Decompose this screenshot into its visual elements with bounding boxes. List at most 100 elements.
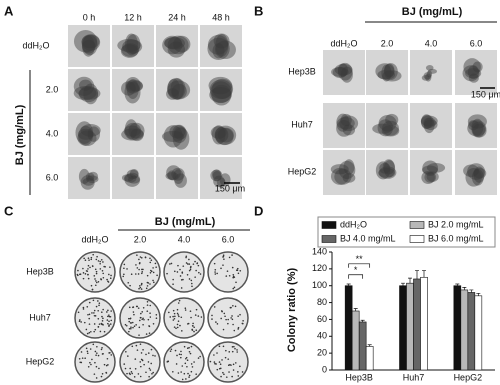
colony <box>139 319 141 322</box>
spheroid <box>169 124 186 139</box>
colony <box>184 357 187 360</box>
spheroid <box>336 116 355 130</box>
colony <box>182 265 185 267</box>
colony <box>199 273 202 275</box>
colony <box>197 264 200 267</box>
colony <box>153 281 155 284</box>
spheroid <box>80 123 101 137</box>
spheroid <box>161 130 185 142</box>
spheroid <box>473 168 487 179</box>
y-tick-label: 100 <box>312 280 327 290</box>
colony <box>237 375 240 377</box>
spheroid <box>468 73 479 83</box>
significance-label: * <box>354 265 358 275</box>
colony <box>145 333 148 335</box>
colony <box>131 321 134 324</box>
row-label: Huh7 <box>291 119 313 129</box>
culture-plate <box>163 341 205 383</box>
colony <box>108 273 110 276</box>
colony <box>90 330 92 333</box>
colony <box>88 259 90 261</box>
spheroid <box>73 86 97 101</box>
error-bar <box>455 283 460 286</box>
spheroid <box>213 175 225 187</box>
colony <box>141 359 144 361</box>
spheroid <box>340 113 352 127</box>
colony <box>225 349 227 352</box>
colony <box>95 305 98 308</box>
colony <box>232 287 235 290</box>
spheroid <box>85 172 95 181</box>
colony <box>134 273 137 275</box>
group-label: BJ (mg/mL) <box>155 216 216 228</box>
colony <box>87 257 90 259</box>
colony <box>174 270 176 273</box>
group-label: BJ (mg/mL) <box>402 6 463 18</box>
bar <box>365 346 374 371</box>
colony <box>177 372 180 374</box>
colony <box>138 326 141 329</box>
colony <box>145 371 147 374</box>
colony <box>107 281 110 283</box>
colony <box>93 312 95 314</box>
colony <box>138 268 140 271</box>
colony <box>108 314 110 316</box>
colony <box>123 263 126 266</box>
colony <box>124 323 127 326</box>
micrograph <box>112 113 154 155</box>
spheroid <box>381 64 392 82</box>
colony <box>234 362 237 364</box>
colony <box>185 255 188 258</box>
colony <box>100 311 103 313</box>
colony <box>84 273 87 275</box>
legend-swatch <box>409 221 425 229</box>
colony <box>231 254 233 256</box>
colony <box>188 258 190 261</box>
colony <box>169 263 171 265</box>
spheroid <box>420 115 438 127</box>
micrograph <box>410 50 452 95</box>
spheroid <box>77 130 97 147</box>
colony <box>86 270 89 272</box>
spheroid <box>337 63 348 77</box>
colony <box>82 277 85 280</box>
colony <box>192 322 194 325</box>
colony <box>154 355 156 357</box>
colony <box>232 273 235 276</box>
spheroid <box>378 114 397 132</box>
colony <box>130 322 133 324</box>
spheroid <box>83 83 99 105</box>
colony <box>149 316 152 318</box>
colony <box>191 328 193 331</box>
micrograph <box>68 157 110 199</box>
error-bar <box>360 319 365 322</box>
micrograph <box>200 113 242 155</box>
bar <box>344 285 353 371</box>
colony <box>80 321 82 323</box>
colony <box>232 369 235 371</box>
spheroid <box>330 167 350 185</box>
legend-label: BJ 6.0 mg/mL <box>428 233 484 243</box>
micrograph <box>156 25 198 67</box>
error-bar <box>408 277 412 284</box>
spheroid <box>423 118 435 134</box>
spheroid <box>121 128 144 141</box>
colony <box>180 371 182 373</box>
spheroid <box>77 128 94 140</box>
spheroid <box>338 160 356 180</box>
spheroid <box>165 172 179 180</box>
spheroid <box>375 63 395 80</box>
colony <box>140 312 142 315</box>
micrograph <box>455 150 497 195</box>
micrograph <box>323 50 365 95</box>
colony <box>234 305 237 308</box>
colony <box>192 263 195 265</box>
colony <box>231 315 233 317</box>
colony <box>152 279 154 282</box>
colony <box>101 269 104 272</box>
colony <box>122 275 125 278</box>
colony <box>218 361 221 363</box>
panel-label: A <box>4 3 14 18</box>
spheroid <box>473 166 485 183</box>
colony <box>143 318 145 321</box>
